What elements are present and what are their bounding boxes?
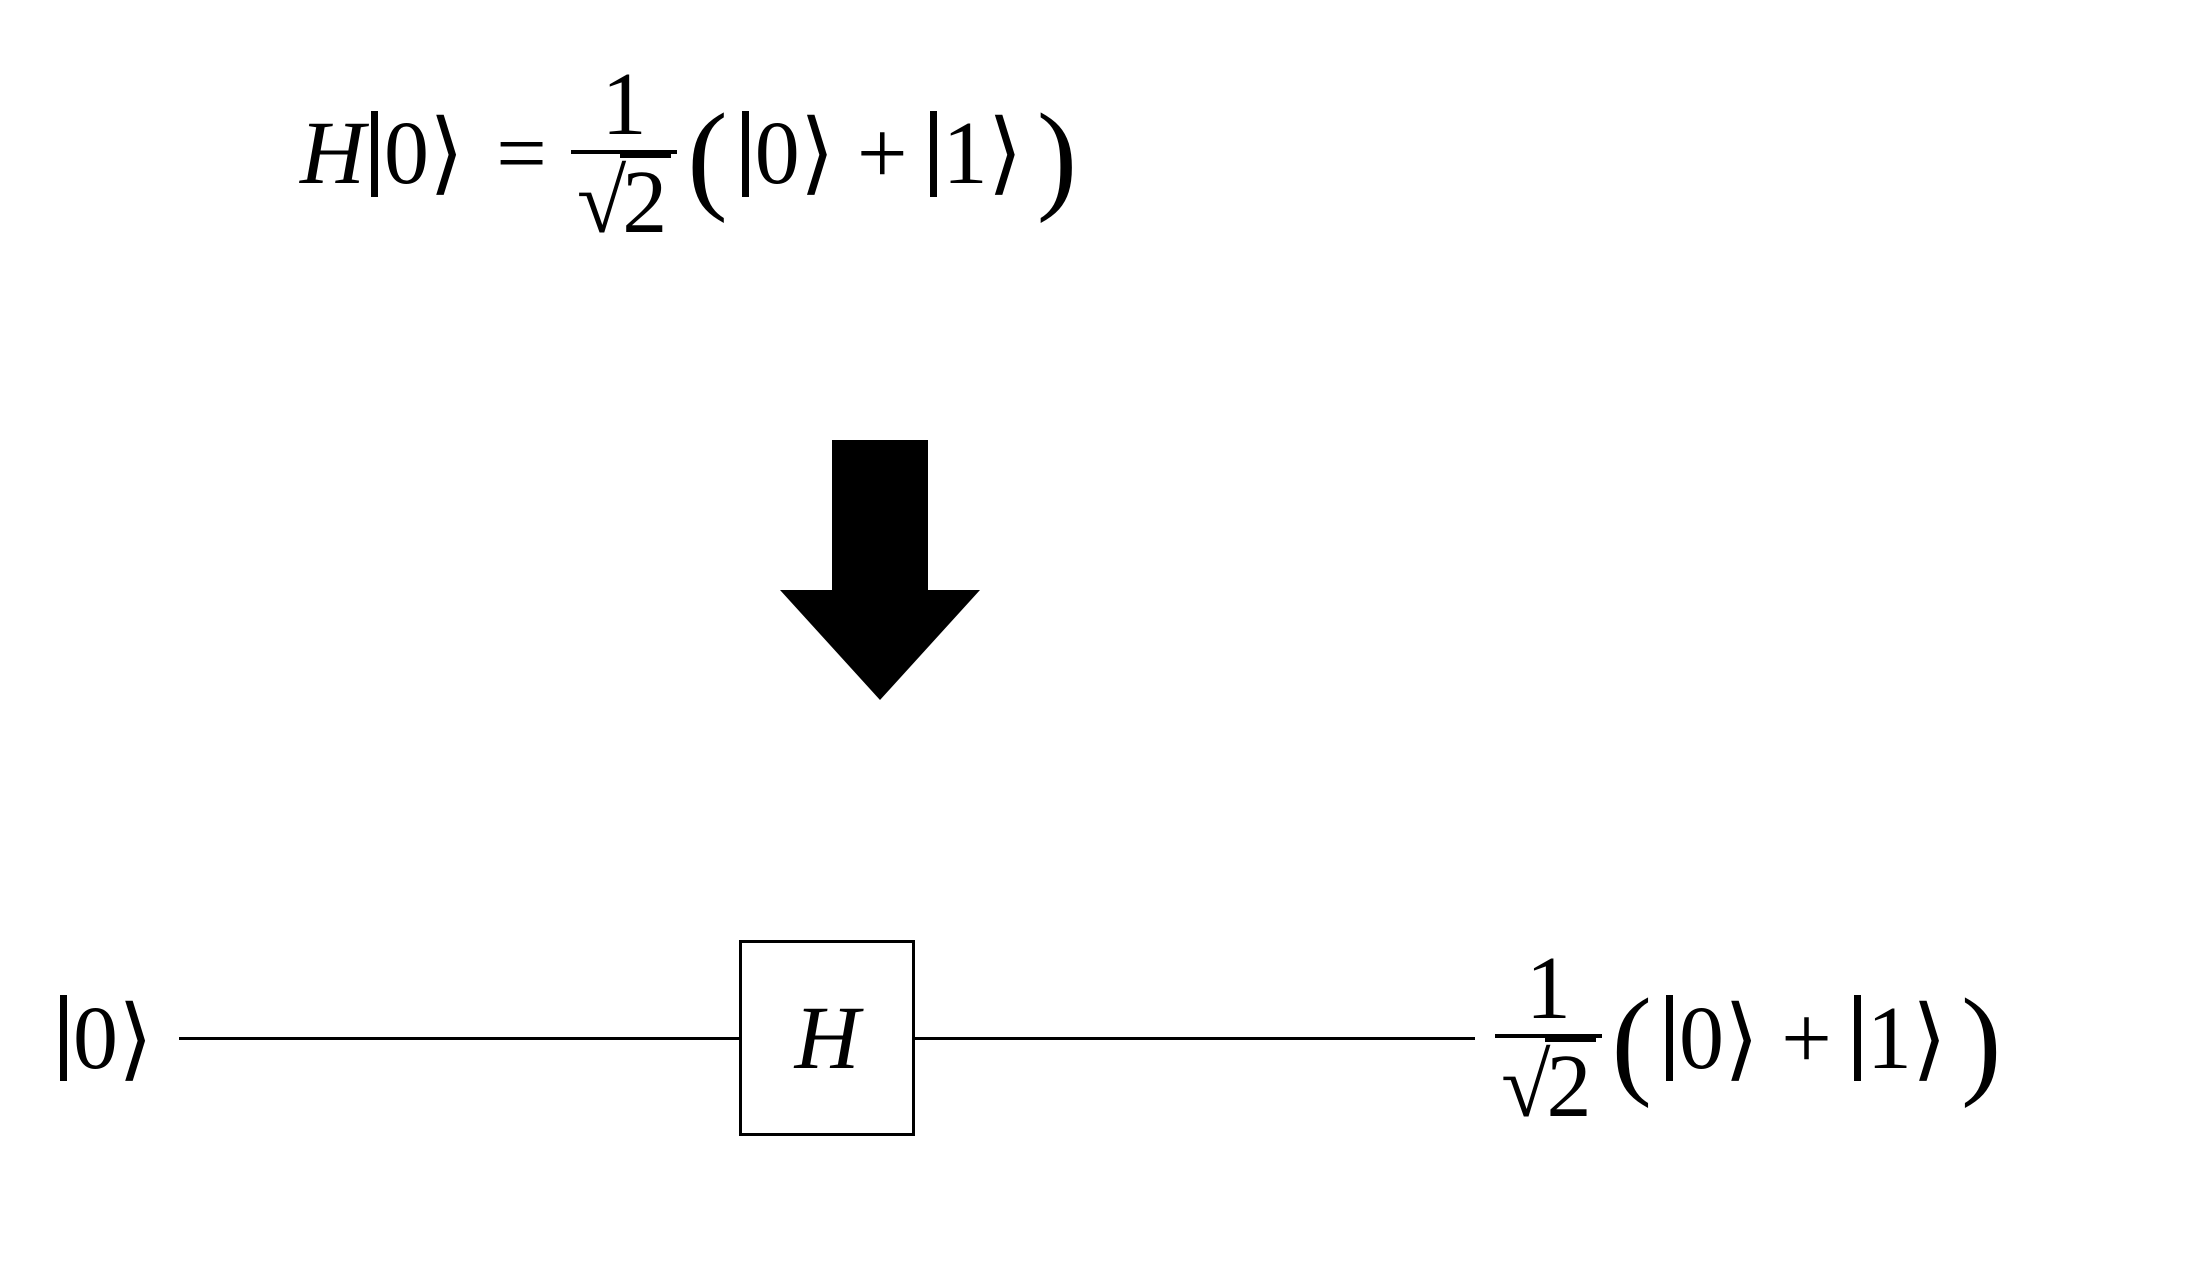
ket-bar-icon: [60, 995, 67, 1081]
ket-value: 0: [1679, 987, 1724, 1090]
gate-symbol: H: [300, 109, 365, 199]
ket-bar-icon: [1666, 995, 1673, 1081]
rangle-icon: ⟩: [429, 109, 464, 199]
ket-value: 1: [1867, 987, 1912, 1090]
equals-sign: =: [496, 109, 547, 199]
rangle-icon: ⟩: [988, 109, 1023, 199]
coefficient-fraction: 1 √ 2: [571, 60, 677, 248]
input-ket-value: 0: [384, 109, 429, 199]
ket-bar-icon: [1854, 995, 1861, 1081]
wire-right: [915, 1037, 1475, 1040]
fraction-denominator: √ 2: [1495, 1038, 1601, 1132]
ket-value: 1: [943, 109, 988, 199]
down-arrow-icon: [750, 440, 1010, 740]
circuit-input-ket: 0 ⟩: [60, 986, 153, 1091]
plus-operator: +: [857, 109, 908, 199]
sqrt-radicand: 2: [620, 154, 671, 248]
hadamard-gate: H: [739, 940, 915, 1136]
circuit-input-ket-value: 0: [73, 987, 118, 1090]
wire-left: [179, 1037, 739, 1040]
radical-icon: √: [577, 158, 626, 248]
output-ket-1: 1 ⟩: [1854, 986, 1947, 1091]
fraction-numerator: 1: [596, 60, 653, 150]
ket-bar-icon: [371, 111, 378, 197]
rangle-icon: ⟩: [1724, 986, 1759, 1091]
ket-value: 0: [755, 109, 800, 199]
figure-canvas: H 0 ⟩ = 1 √ 2 ( 0 ⟩ + 1: [0, 0, 2196, 1270]
fraction-denominator: √ 2: [571, 154, 677, 248]
rparen-icon: ): [1037, 97, 1077, 219]
rangle-icon: ⟩: [800, 109, 835, 199]
output-ket-0: 0 ⟩: [1666, 986, 1759, 1091]
ket-bar-icon: [742, 111, 749, 197]
fraction-numerator: 1: [1520, 944, 1577, 1034]
radical-icon: √: [1501, 1042, 1550, 1132]
hadamard-equation: H 0 ⟩ = 1 √ 2 ( 0 ⟩ + 1: [300, 60, 1077, 248]
superposition-ket-1: 1 ⟩: [930, 109, 1023, 199]
lparen-icon: (: [687, 97, 727, 219]
rparen-icon: ): [1961, 973, 2001, 1112]
ket-bar-icon: [930, 111, 937, 197]
gate-label: H: [795, 987, 860, 1090]
superposition-ket-0: 0 ⟩: [742, 109, 835, 199]
rangle-icon: ⟩: [118, 986, 153, 1091]
plus-operator: +: [1781, 987, 1832, 1090]
sqrt-radicand: 2: [1545, 1038, 1596, 1132]
rangle-icon: ⟩: [1912, 986, 1947, 1091]
lparen-icon: (: [1612, 973, 1652, 1112]
sqrt-expression: √ 2: [577, 154, 671, 248]
input-ket: 0 ⟩: [371, 109, 464, 199]
sqrt-expression: √ 2: [1501, 1038, 1595, 1132]
output-coefficient-fraction: 1 √ 2: [1495, 944, 1601, 1132]
quantum-circuit: 0 ⟩ H 1 √ 2 ( 0 ⟩ +: [60, 940, 2001, 1136]
arrow-path: [780, 440, 980, 700]
